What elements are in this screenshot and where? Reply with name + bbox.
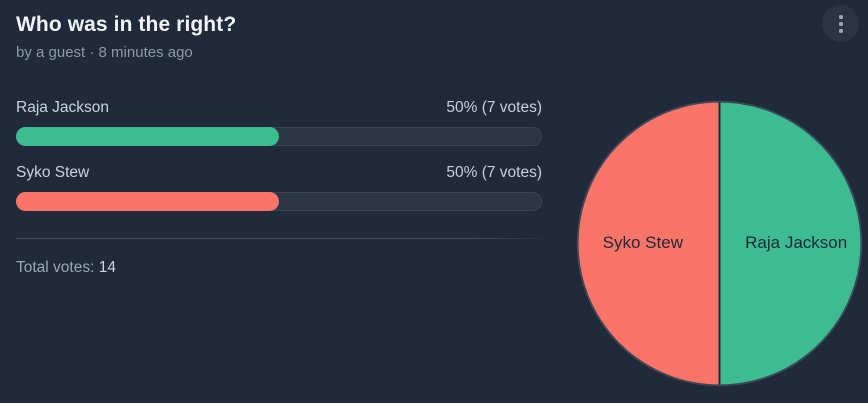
pie-slice [718,100,863,387]
poll-option-row: Raja Jackson 50% (7 votes) [16,99,542,146]
pie-chart: Raja Jackson Syko Stew [576,100,863,387]
option-label: Raja Jackson [16,99,110,116]
poll-results-panel: Who was in the right? by a guest · 8 min… [16,0,542,277]
pie-svg: Raja Jackson Syko Stew [576,100,863,387]
result-bar-track [16,127,542,146]
pie-slice-label: Raja Jackson [745,233,847,252]
poll-byline: by a guest · 8 minutes ago [16,44,193,61]
pie-slice-label: Syko Stew [603,233,684,252]
bar-fill [16,192,279,211]
total-votes: Total votes: 14 [16,259,542,277]
poll-options-list: Raja Jackson 50% (7 votes) Syko Stew 50%… [16,99,542,211]
option-result: 50% (7 votes) [446,99,542,116]
total-votes-value: 14 [98,259,116,276]
page-title: Who was in the right? [16,13,237,36]
poll-option-row: Syko Stew 50% (7 votes) [16,164,542,211]
options-menu-button[interactable] [822,5,859,42]
kebab-menu-icon [838,14,843,33]
bar-fill [16,127,279,146]
option-result: 50% (7 votes) [446,164,542,181]
pie-outline [576,100,863,387]
pie-slice [576,100,721,387]
divider [16,238,542,239]
result-bar-track [16,192,542,211]
total-votes-label: Total votes: [16,259,95,276]
option-label: Syko Stew [16,164,90,181]
